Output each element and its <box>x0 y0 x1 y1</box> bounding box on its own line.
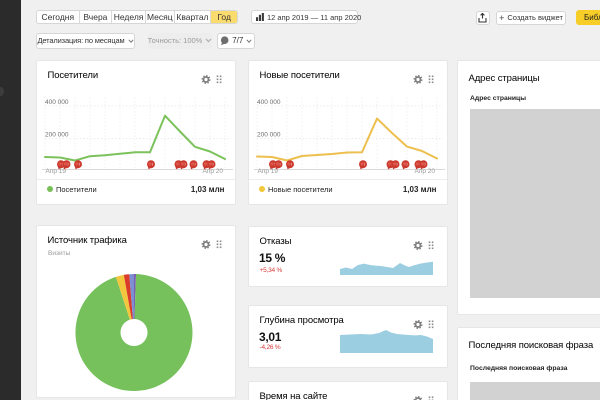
svg-text:Апр 19: Апр 19 <box>258 168 279 175</box>
svg-text:Апр 20: Апр 20 <box>414 168 435 175</box>
svg-text:Апр 20: Апр 20 <box>202 168 223 175</box>
svg-text:200 000: 200 000 <box>45 132 69 139</box>
svg-text:400 000: 400 000 <box>45 99 69 106</box>
svg-text:400 000: 400 000 <box>257 99 281 106</box>
svg-text:Апр 19: Апр 19 <box>46 168 67 175</box>
svg-text:200 000: 200 000 <box>257 132 281 139</box>
